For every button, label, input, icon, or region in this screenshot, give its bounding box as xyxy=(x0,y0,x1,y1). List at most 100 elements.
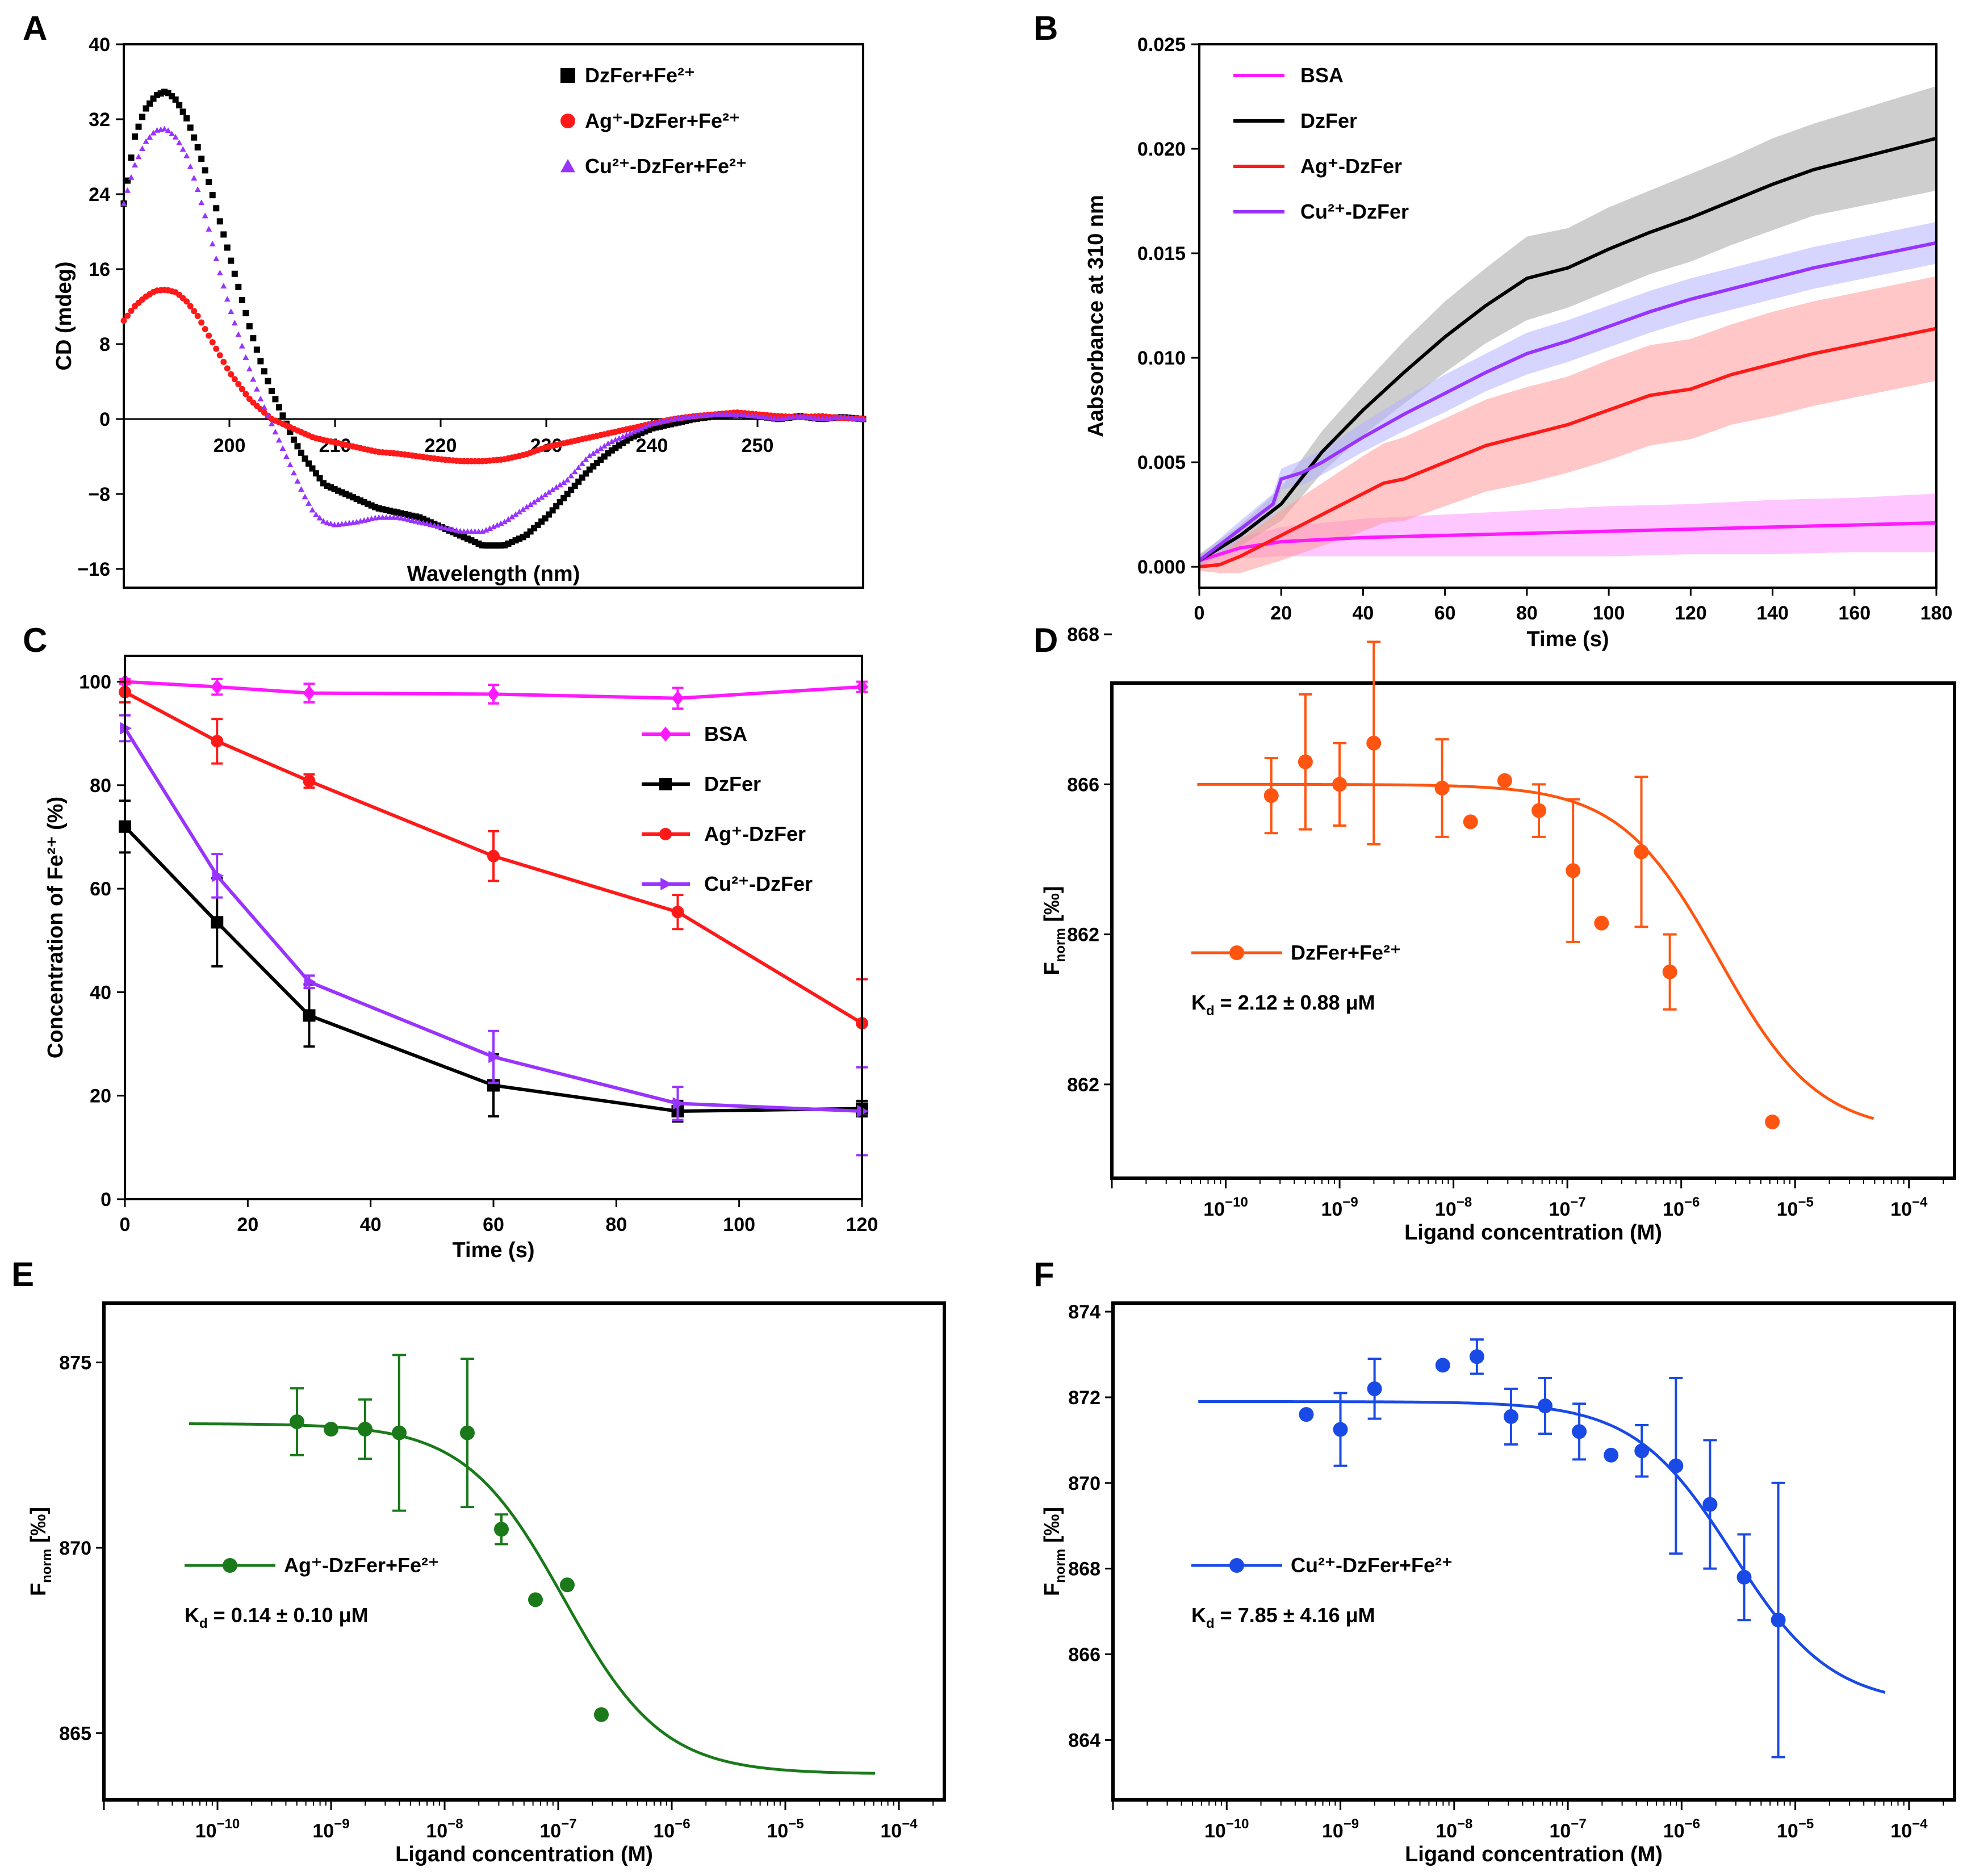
panel-a-ytick-label: 32 xyxy=(89,109,110,131)
panel-a-point-2 xyxy=(409,517,416,524)
panel-a-point-0 xyxy=(656,423,663,430)
panel-c-point-3 xyxy=(304,975,316,989)
panel-a-ytick-label: 16 xyxy=(89,259,110,280)
panel-a-point-0 xyxy=(520,534,526,541)
panel-a-point-2 xyxy=(235,331,242,337)
panel-a-point-0 xyxy=(375,505,382,512)
panel-d-point xyxy=(1463,814,1478,830)
panel-a-point-1 xyxy=(242,391,249,397)
panel-f-ytick-label: 872 xyxy=(1068,1387,1100,1409)
panel-d-fit-curve xyxy=(1197,782,1874,1120)
panel-a-point-0 xyxy=(409,512,416,519)
panel-a-point-2 xyxy=(328,520,334,526)
panel-b-xtick-label: 160 xyxy=(1838,602,1870,624)
panel-a-point-0 xyxy=(457,532,463,539)
panel-a-point-0 xyxy=(601,453,608,460)
panel-a-point-0 xyxy=(161,89,168,95)
panel-a-point-2 xyxy=(627,430,634,436)
panel-a-point-2 xyxy=(139,145,146,151)
panel-d-xlabel: Ligand concentration (M) xyxy=(1404,1221,1662,1245)
panel-a-point-0 xyxy=(350,494,357,501)
panel-a-legend-label-0: DzFer+Fe²⁺ xyxy=(585,64,695,87)
panel-a-point-1 xyxy=(238,386,245,392)
panel-a-point-0 xyxy=(294,443,301,450)
panel-a-point-2 xyxy=(224,296,231,302)
panel-a-point-0 xyxy=(302,455,308,462)
panel-a-point-0 xyxy=(449,529,456,535)
panel-a-point-0 xyxy=(242,310,249,317)
panel-b-xtick-label: 100 xyxy=(1593,602,1625,624)
panel-d-xtick-label: 10−8 xyxy=(1435,1195,1472,1220)
panel-a-point-0 xyxy=(468,537,475,544)
panel-a-point-0 xyxy=(627,435,634,442)
panel-c-ytick-label: 80 xyxy=(90,775,111,797)
panel-a-point-2 xyxy=(645,422,652,428)
panel-a-point-0 xyxy=(671,420,678,427)
panel-f-xtick-label: 10−8 xyxy=(1436,1816,1472,1842)
panel-a-point-1 xyxy=(187,303,194,309)
panel-letter-a: A xyxy=(23,9,47,47)
panel-a-point-2 xyxy=(150,129,157,136)
panel-a-point-2 xyxy=(172,133,179,140)
panel-f-ytick-label: 868 xyxy=(1068,1559,1100,1580)
panel-c-frame xyxy=(124,655,863,1200)
panel-c-ylabel: Concentration of Fe²⁺ (%) xyxy=(44,797,68,1058)
panel-f-legend-marker xyxy=(1229,1558,1244,1573)
panel-a-point-0 xyxy=(194,144,201,150)
panel-a-point-2 xyxy=(220,283,227,289)
panel-d-point xyxy=(1434,780,1450,795)
panel-a-point-2 xyxy=(313,511,320,517)
panel-a-point-0 xyxy=(338,489,345,496)
panel-a-point-2 xyxy=(756,413,763,419)
panel-a-point-0 xyxy=(268,388,275,394)
panel-a-point-0 xyxy=(191,134,198,141)
panel-f-point xyxy=(1634,1443,1650,1459)
panel-a-point-2 xyxy=(542,491,549,497)
panel-a-point-2 xyxy=(420,520,426,526)
panel-a-point-0 xyxy=(605,450,612,457)
panel-a-point-2 xyxy=(524,504,530,510)
panel-a-point-0 xyxy=(479,542,486,548)
panel-a-point-0 xyxy=(679,418,685,425)
panel-a-point-2 xyxy=(206,225,212,232)
panel-a-point-2 xyxy=(623,432,630,438)
panel-b-xtick-label: 60 xyxy=(1434,602,1456,624)
panel-d-xtick-label: 10−7 xyxy=(1549,1195,1586,1220)
panel-a-point-0 xyxy=(261,368,267,375)
panel-a-point-2 xyxy=(209,240,216,246)
panel-e-point xyxy=(290,1414,304,1429)
panel-a-point-2 xyxy=(764,414,771,420)
panel-a-point-2 xyxy=(546,489,553,495)
panel-a-point-0 xyxy=(675,419,681,426)
panel-c-xtick-label: 20 xyxy=(237,1214,258,1236)
panel-a-point-0 xyxy=(220,231,227,238)
panel-a-point-0 xyxy=(394,509,401,516)
panel-a-point-0 xyxy=(483,542,489,549)
panel-e-legend-marker xyxy=(223,1558,237,1573)
panel-a-point-2 xyxy=(176,139,183,145)
panel-a-point-0 xyxy=(560,495,567,501)
panel-a-point-2 xyxy=(294,478,301,484)
panel-e-ylabel: Fnorm [‰] xyxy=(27,1507,55,1596)
panel-c-line-2 xyxy=(124,690,863,1025)
panel-a-point-2 xyxy=(760,413,767,420)
panel-a-point-0 xyxy=(524,531,530,538)
panel-a-point-0 xyxy=(527,528,534,535)
panel-c-xtick-label: 120 xyxy=(846,1214,878,1236)
panel-a-legend-marker-2 xyxy=(560,159,575,173)
panel-a-point-0 xyxy=(464,535,471,542)
panel-f-point xyxy=(1736,1569,1752,1585)
panel-a-point-2 xyxy=(253,386,260,392)
panel-a-point-2 xyxy=(505,516,512,522)
panel-a-point-0 xyxy=(475,540,482,547)
panel-a-point-2 xyxy=(797,413,804,419)
panel-a-point-1 xyxy=(120,317,127,324)
panel-a-point-0 xyxy=(202,167,208,174)
panel-e-xtick-label: 10−7 xyxy=(539,1816,576,1842)
panel-a-point-2 xyxy=(265,412,271,418)
panel-a-point-2 xyxy=(501,518,508,525)
panel-a-legend-marker-1 xyxy=(560,114,575,128)
panel-c-point-2 xyxy=(211,735,224,748)
panel-a-point-2 xyxy=(612,437,619,443)
panel-a-point-2 xyxy=(486,525,493,531)
